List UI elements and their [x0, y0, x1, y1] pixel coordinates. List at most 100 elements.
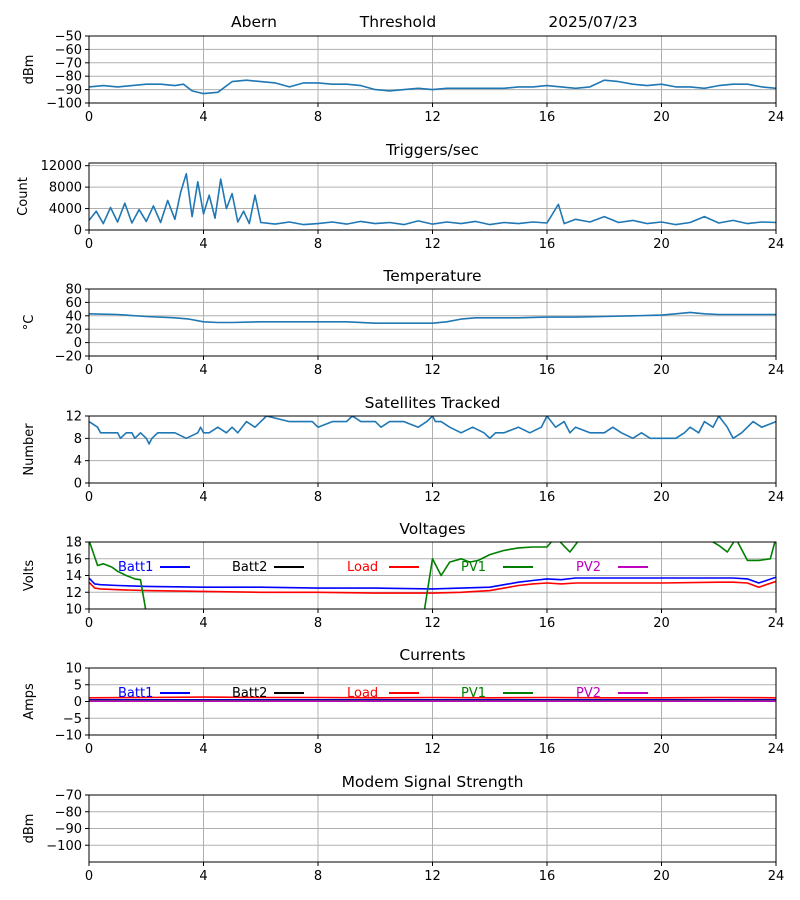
panel-title: Currents — [399, 646, 465, 664]
x-tick-label: 12 — [424, 110, 441, 125]
x-tick-label: 20 — [653, 742, 670, 757]
series-line-signal — [89, 79, 776, 95]
y-tick-label: 14 — [65, 569, 82, 584]
legend-label: PV1 — [461, 560, 486, 575]
x-tick-label: 24 — [768, 237, 785, 252]
x-tick-label: 12 — [424, 869, 441, 884]
x-tick-label: 20 — [653, 237, 670, 252]
x-tick-label: 4 — [199, 363, 207, 378]
x-tick-label: 20 — [653, 110, 670, 125]
x-tick-label: 12 — [424, 616, 441, 631]
x-tick-label: 0 — [85, 742, 93, 757]
x-tick-label: 12 — [424, 490, 441, 505]
y-tick-label: 8000 — [49, 181, 82, 196]
header-date: 2025/07/23 — [548, 13, 637, 31]
y-tick-label: −100 — [46, 839, 82, 854]
x-tick-label: 20 — [653, 869, 670, 884]
y-tick-label: 0 — [74, 336, 82, 351]
y-axis-label: °C — [22, 315, 37, 331]
y-tick-label: 12 — [65, 410, 82, 425]
legend-label: Load — [347, 686, 378, 701]
x-tick-label: 24 — [768, 616, 785, 631]
header-mode: Threshold — [359, 13, 436, 31]
y-axis-label: dBm — [22, 814, 37, 844]
panel-title: Temperature — [382, 267, 481, 285]
x-tick-label: 0 — [85, 490, 93, 505]
y-tick-label: −80 — [55, 70, 82, 85]
panel-title: Modem Signal Strength — [342, 773, 524, 791]
header-site: Abern — [231, 13, 277, 31]
x-tick-label: 0 — [85, 363, 93, 378]
panel-title: Voltages — [399, 520, 465, 538]
x-tick-label: 4 — [199, 869, 207, 884]
x-tick-label: 8 — [314, 363, 322, 378]
panel-signal: 0 4 8 12 16 20 24 −100−90−80−70−60−50 dBm — [22, 30, 784, 126]
x-tick-label: 12 — [424, 237, 441, 252]
y-tick-label: 0 — [74, 695, 82, 710]
legend-label: Batt1 — [118, 560, 153, 575]
series-line-satellites — [89, 416, 776, 445]
x-tick-label: 24 — [768, 869, 785, 884]
y-tick-label: −100 — [46, 97, 82, 112]
x-tick-label: 24 — [768, 363, 785, 378]
y-tick-label: 60 — [65, 296, 82, 311]
x-tick-label: 8 — [314, 869, 322, 884]
y-tick-label: 10 — [65, 662, 82, 677]
x-tick-label: 16 — [539, 237, 556, 252]
y-tick-label: 16 — [65, 552, 82, 567]
panel-modem: 0 4 8 12 16 20 24 −100 −90 −80−70 Modem Signal Str… — [22, 773, 784, 884]
y-axis-label: Volts — [22, 560, 37, 592]
x-tick-label: 4 — [199, 110, 207, 125]
series-line-load — [89, 696, 776, 699]
legend-label: Batt1 — [118, 686, 153, 701]
y-tick-label: −80 — [55, 805, 82, 820]
panel-title: Satellites Tracked — [365, 394, 501, 412]
y-tick-label: −5 — [63, 712, 82, 727]
y-axis-label: Number — [22, 423, 37, 476]
y-tick-label: −70 — [55, 789, 82, 804]
x-tick-label: 4 — [199, 237, 207, 252]
x-tick-label: 0 — [85, 869, 93, 884]
x-tick-label: 16 — [539, 616, 556, 631]
y-tick-label: −20 — [55, 350, 82, 365]
y-tick-label: 12 — [65, 586, 82, 601]
series-group — [89, 311, 776, 325]
x-tick-label: 20 — [653, 616, 670, 631]
panel-title: Triggers/sec — [385, 141, 479, 159]
x-tick-label: 24 — [768, 490, 785, 505]
series-group — [89, 79, 776, 95]
y-axis-label: dBm — [22, 55, 37, 85]
series-line-temperature — [89, 311, 776, 325]
x-tick-label: 8 — [314, 110, 322, 125]
legend-label: PV2 — [576, 560, 601, 575]
x-tick-label: 16 — [539, 363, 556, 378]
x-tick-label: 4 — [199, 742, 207, 757]
y-tick-label: −70 — [55, 56, 82, 71]
x-tick-label: 16 — [539, 490, 556, 505]
y-tick-label: 4 — [74, 454, 82, 469]
x-tick-label: 0 — [85, 237, 93, 252]
series-line-load — [89, 580, 776, 594]
series-group — [89, 172, 776, 226]
x-tick-label: 8 — [314, 490, 322, 505]
series-line-triggers — [89, 172, 776, 226]
y-tick-label: −90 — [55, 822, 82, 837]
y-tick-label: 18 — [65, 536, 82, 551]
legend-label: PV2 — [576, 686, 601, 701]
y-axis-label: Count — [16, 177, 31, 216]
y-tick-label: 0 — [74, 224, 82, 239]
x-tick-label: 4 — [199, 616, 207, 631]
series-line-batt1 — [89, 576, 776, 590]
y-axis-label: Amps — [22, 683, 37, 720]
legend-label: Load — [347, 560, 378, 575]
series-line-pv1 — [89, 542, 776, 609]
y-tick-label: −50 — [55, 30, 82, 45]
panel-triggers: 0 4 8 12 16 20 24 0 4000 8000 12000 Triggers/sec Cou… — [16, 141, 784, 252]
series-group — [89, 416, 776, 445]
y-tick-label: 12000 — [41, 159, 82, 174]
legend-label: PV1 — [461, 686, 486, 701]
x-tick-label: 16 — [539, 110, 556, 125]
